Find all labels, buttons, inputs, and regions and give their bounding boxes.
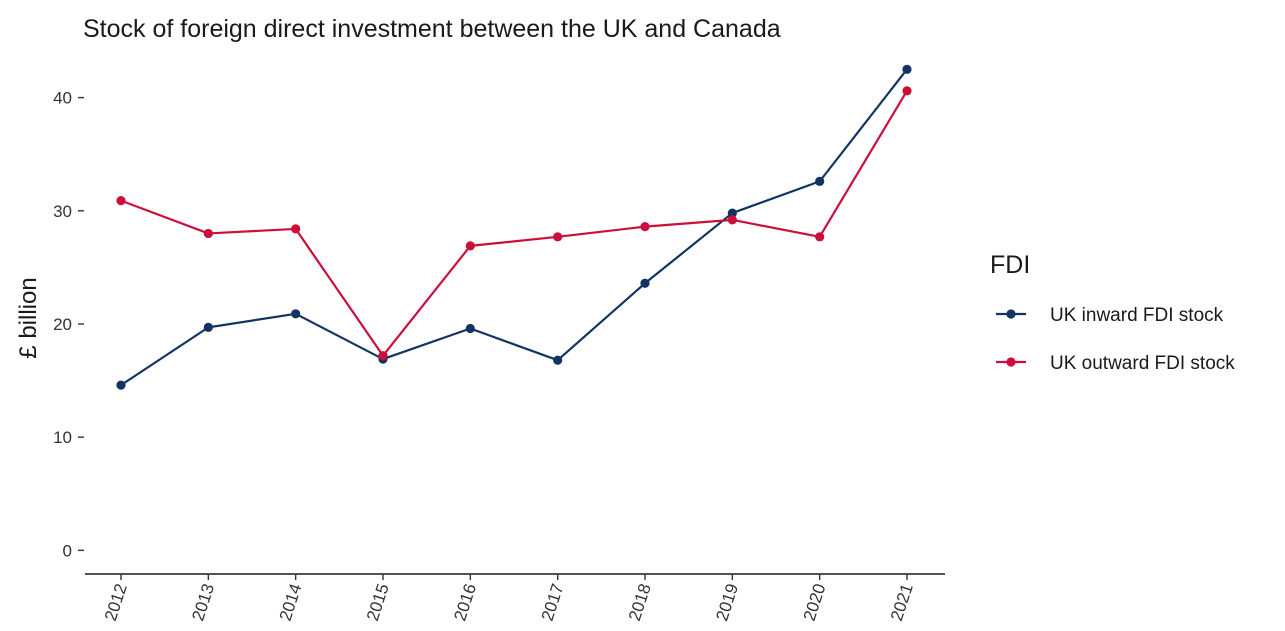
data-point bbox=[640, 278, 650, 288]
legend-key-point bbox=[1006, 357, 1016, 367]
legend-label: UK outward FDI stock bbox=[1050, 353, 1235, 374]
legend-item: UK outward FDI stock bbox=[996, 353, 1235, 374]
chart-title: Stock of foreign direct investment betwe… bbox=[83, 15, 781, 43]
x-tick-label: 2016 bbox=[450, 581, 480, 623]
y-axis: 0 10 20 30 40 bbox=[53, 89, 84, 560]
data-point bbox=[465, 241, 475, 251]
y-tick-label: 10 bbox=[53, 428, 72, 447]
x-tick-label: 2015 bbox=[363, 581, 393, 623]
x-axis: 2012 2013 2014 2015 2016 2017 2018 2019 2020 2021 bbox=[85, 573, 945, 623]
data-point bbox=[815, 176, 825, 186]
data-point bbox=[727, 208, 737, 218]
x-tick-label: 2018 bbox=[625, 581, 655, 623]
data-point bbox=[553, 232, 563, 242]
legend-item: UK inward FDI stock bbox=[996, 305, 1224, 326]
y-tick-label: 0 bbox=[63, 541, 72, 560]
y-tick-label: 40 bbox=[53, 89, 72, 108]
data-point bbox=[640, 222, 650, 232]
legend: FDI UK inward FDI stock UK outward FDI st… bbox=[990, 251, 1235, 374]
data-point bbox=[815, 232, 825, 242]
data-point bbox=[291, 309, 301, 319]
data-point bbox=[902, 86, 912, 96]
series-outward bbox=[116, 86, 912, 361]
data-point bbox=[291, 224, 301, 234]
y-tick-label: 20 bbox=[53, 315, 72, 334]
data-point bbox=[553, 355, 563, 365]
x-tick-label: 2014 bbox=[276, 581, 306, 623]
x-tick-label: 2012 bbox=[101, 581, 131, 623]
legend-title: FDI bbox=[990, 251, 1030, 279]
legend-label: UK inward FDI stock bbox=[1050, 305, 1224, 326]
x-tick-label: 2020 bbox=[800, 581, 830, 623]
x-tick-label: 2021 bbox=[887, 581, 917, 623]
series-line bbox=[120, 90, 908, 357]
x-tick-label: 2013 bbox=[188, 581, 218, 623]
data-point bbox=[378, 351, 388, 361]
series-line bbox=[120, 68, 908, 387]
legend-items: UK inward FDI stock UK outward FDI stock bbox=[996, 305, 1235, 374]
data-point bbox=[203, 322, 213, 332]
y-tick-label: 30 bbox=[53, 202, 72, 221]
data-point bbox=[902, 64, 912, 74]
legend-key-point bbox=[1006, 309, 1016, 319]
data-point bbox=[465, 323, 475, 334]
data-point bbox=[116, 196, 126, 206]
data-point bbox=[116, 380, 126, 390]
data-point bbox=[203, 228, 213, 239]
x-tick-label: 2019 bbox=[712, 581, 742, 623]
plot-series bbox=[116, 64, 912, 390]
data-point bbox=[727, 215, 737, 225]
y-axis-title: £ billion bbox=[15, 277, 42, 358]
series-inward bbox=[116, 64, 912, 390]
x-tick-label: 2017 bbox=[538, 581, 568, 623]
